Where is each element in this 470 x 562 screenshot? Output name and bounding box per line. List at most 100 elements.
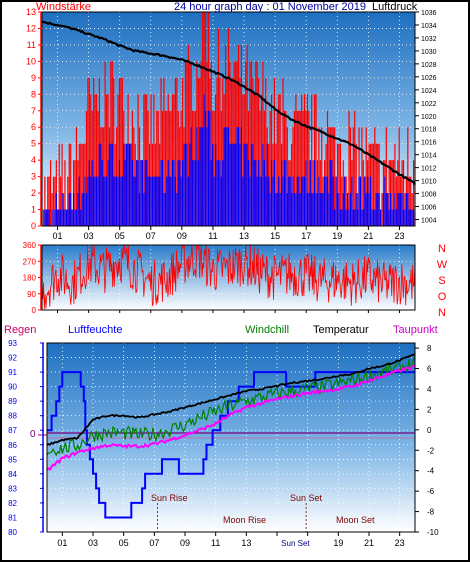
direction-y-tick-label: 180 bbox=[23, 274, 37, 283]
humidity-y-tick-label: 87 bbox=[8, 426, 17, 435]
temp-x-tick-label: 13 bbox=[241, 538, 251, 548]
wind-x-tick-label: 09 bbox=[177, 231, 187, 241]
moon-rise-label: Moon Rise bbox=[223, 515, 266, 525]
wind-x-tick-label: 11 bbox=[208, 231, 217, 241]
humidity-y-axis: 80 81 82 83 84 85 86 87 88 89 90 91 92 93 bbox=[8, 339, 44, 537]
luftfeuchte-label: Luftfeuchte bbox=[68, 324, 122, 336]
humidity-line bbox=[47, 371, 415, 519]
wind-x-axis: 01 03 05 07 09 11 13 15 17 19 21 23 bbox=[53, 226, 404, 241]
pressure-y-tick-label: 1024 bbox=[421, 88, 437, 95]
wind-y-tick-label: 8 bbox=[31, 89, 36, 99]
temperature-humidity-panel: Regen Luftfeuchte Windchill Temperatur T… bbox=[4, 324, 439, 548]
wind-x-tick-label: 13 bbox=[239, 231, 249, 241]
humidity-y-tick-label: 89 bbox=[8, 397, 17, 406]
temp-x-tick-label: 09 bbox=[180, 538, 190, 548]
pressure-y-tick-label: 1034 bbox=[421, 23, 437, 30]
humidity-y-tick-label: 93 bbox=[8, 339, 17, 348]
wind-y-tick-label: 9 bbox=[31, 73, 36, 83]
dewpoint-line bbox=[46, 364, 416, 471]
humidity-y-tick-label: 86 bbox=[8, 441, 17, 450]
compass-label: W bbox=[437, 259, 448, 271]
temperature-y-tick-label: -2 bbox=[427, 446, 435, 455]
wind-y-tick-label: 1 bbox=[31, 205, 36, 215]
pressure-axis-label: Luftdruck bbox=[372, 2, 418, 13]
direction-y-tick-label: 360 bbox=[23, 241, 37, 250]
temperature-y-tick-label: -10 bbox=[427, 528, 439, 537]
temperature-y-tick-label: 6 bbox=[427, 365, 432, 374]
wind-y-tick-label: 5 bbox=[31, 139, 36, 149]
direction-y-tick-label: 0 bbox=[32, 306, 37, 315]
temperature-y-tick-label: 2 bbox=[427, 405, 432, 414]
sun-set-label: Sun Set bbox=[290, 493, 323, 503]
direction-y-tick-label: 90 bbox=[27, 290, 36, 299]
pressure-y-tick-label: 1014 bbox=[421, 153, 437, 160]
pressure-y-tick-label: 1036 bbox=[421, 10, 437, 17]
temperature-y-tick-label: -6 bbox=[427, 487, 435, 496]
compass-label: N bbox=[438, 243, 446, 255]
sun-set-axis-label: Sun Set bbox=[281, 539, 310, 548]
wind-x-tick-label: 03 bbox=[84, 231, 94, 241]
temp-x-tick-label: 07 bbox=[149, 538, 159, 548]
temperature-y-tick-label: -8 bbox=[427, 508, 435, 517]
temperature-y-tick-label: 4 bbox=[427, 385, 432, 394]
direction-y-axis: 0 90 180 270 360 bbox=[23, 241, 42, 315]
temperature-y-axis: -10 -8 -6 -4 -2 0 2 4 6 8 bbox=[415, 344, 439, 537]
pressure-y-tick-label: 1016 bbox=[421, 140, 437, 147]
wind-speed-bars bbox=[42, 12, 415, 226]
wind-y-tick-label: 12 bbox=[26, 23, 36, 33]
temperatur-label: Temperatur bbox=[313, 324, 369, 336]
pressure-y-tick-label: 1030 bbox=[421, 49, 437, 56]
temperature-y-tick-label: -4 bbox=[427, 467, 435, 476]
temp-x-tick-label: 11 bbox=[211, 538, 220, 548]
temp-x-tick-label: 19 bbox=[333, 538, 343, 548]
sun-rise-label: Sun Rise bbox=[151, 493, 188, 503]
pressure-y-tick-label: 1020 bbox=[421, 114, 437, 121]
humidity-y-tick-label: 80 bbox=[8, 528, 17, 537]
wind-y-tick-label: 10 bbox=[26, 56, 36, 66]
wind-y-tick-label: 11 bbox=[27, 40, 36, 50]
taupunkt-label: Taupunkt bbox=[393, 324, 438, 336]
direction-y-tick-label: 270 bbox=[23, 257, 37, 266]
pressure-y-tick-label: 1010 bbox=[421, 179, 437, 186]
wind-y-tick-label: 6 bbox=[31, 122, 36, 132]
regen-label: Regen bbox=[4, 324, 36, 336]
wind-direction-line bbox=[41, 245, 416, 310]
wind-x-tick-label: 23 bbox=[394, 231, 404, 241]
temp-x-axis: 01 03 05 07 09 11 13 19 21 23 Sun Set bbox=[57, 532, 405, 548]
pressure-y-tick-label: 1006 bbox=[421, 205, 437, 212]
temp-x-tick-label: 05 bbox=[119, 538, 129, 548]
wind-y-tick-label: 2 bbox=[31, 188, 36, 198]
wind-y-tick-label: 4 bbox=[31, 155, 36, 165]
direction-x-axis bbox=[57, 310, 400, 313]
sun-moon-event-lines bbox=[156, 503, 307, 532]
wind-y-tick-label: 0 bbox=[31, 221, 36, 231]
wind-x-tick-label: 15 bbox=[270, 231, 280, 241]
temp-x-tick-label: 23 bbox=[395, 538, 405, 548]
wind-y-tick-label: 7 bbox=[31, 106, 36, 116]
pressure-y-tick-label: 1018 bbox=[421, 127, 437, 134]
pressure-y-tick-label: 1008 bbox=[421, 192, 437, 199]
pressure-y-axis: 1004 1006 1008 1010 1012 1014 1016 1018 1020 1022… bbox=[415, 10, 437, 225]
pressure-y-tick-label: 1028 bbox=[421, 62, 437, 69]
wind-x-tick-label: 01 bbox=[53, 231, 63, 241]
chart-title: 24 hour graph day : 01 November 2019 bbox=[174, 2, 366, 13]
wind-x-tick-label: 07 bbox=[146, 231, 156, 241]
humidity-y-tick-label: 84 bbox=[8, 470, 17, 479]
wind-x-tick-label: 19 bbox=[332, 231, 342, 241]
temperature-y-tick-label: 0 bbox=[427, 426, 432, 435]
compass-label: S bbox=[438, 275, 445, 287]
zero-marker-label: 0 bbox=[30, 429, 36, 440]
humidity-y-tick-label: 81 bbox=[8, 513, 17, 522]
windchill-line bbox=[46, 355, 416, 457]
wind-y-tick-label: 13 bbox=[26, 7, 36, 17]
temp-x-tick-label: 21 bbox=[364, 538, 374, 548]
pressure-y-tick-label: 1022 bbox=[421, 101, 437, 108]
wind-x-tick-label: 05 bbox=[115, 231, 125, 241]
temp-x-tick-label: 03 bbox=[88, 538, 98, 548]
temperature-y-tick-label: 8 bbox=[427, 344, 432, 353]
